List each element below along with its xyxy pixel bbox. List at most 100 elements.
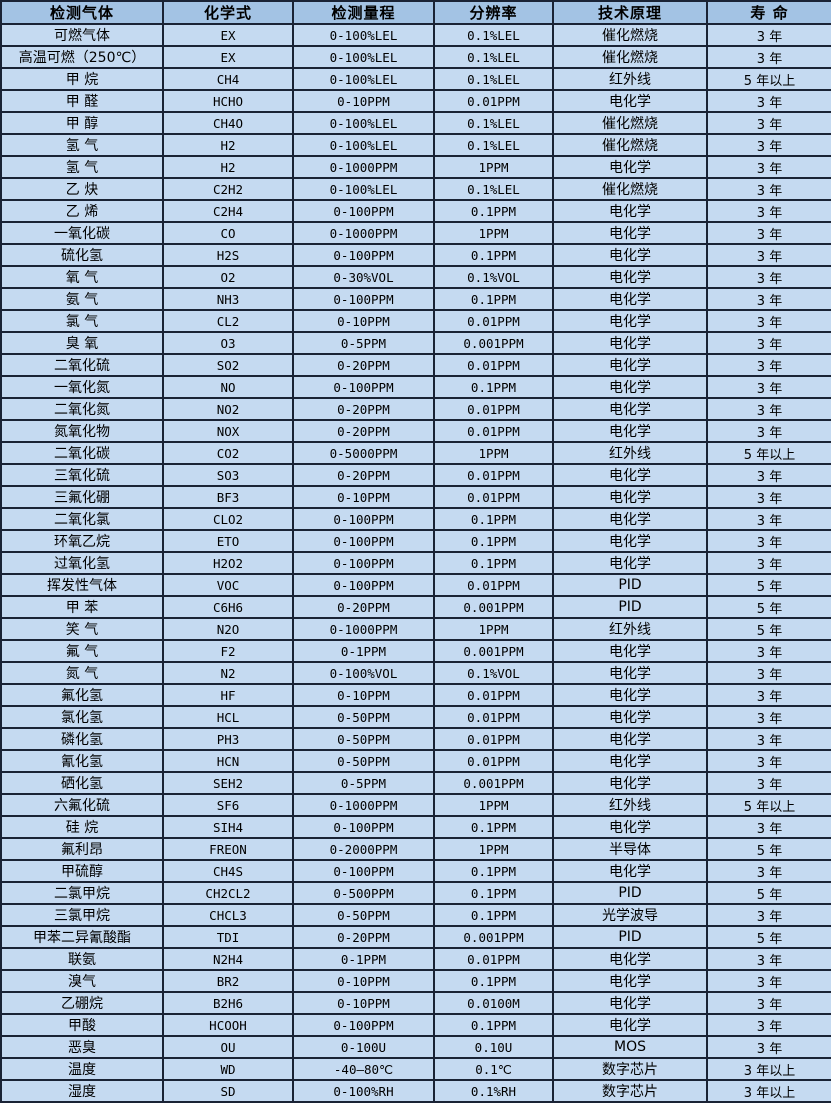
life-cell: 3 年	[706, 331, 831, 355]
gas-name-cell: 二氧化氮	[0, 397, 164, 421]
resolution-cell: 0.1%LEL	[433, 23, 554, 47]
resolution-cell: 1PPM	[433, 155, 554, 179]
life-cell: 3 年	[706, 375, 831, 399]
life-cell: 3 年	[706, 199, 831, 223]
table-row: 甲 苯 C6H6 0-20PPM 0.001PPM PID 5 年	[0, 595, 831, 619]
gas-name-cell: 可燃气体	[0, 23, 164, 47]
principle-cell: 电化学	[552, 639, 708, 663]
life-cell: 3 年	[706, 485, 831, 509]
range-cell: 0-20PPM	[292, 419, 435, 443]
range-cell: 0-1000PPM	[292, 221, 435, 245]
range-cell: 0-20PPM	[292, 925, 435, 949]
principle-cell: 催化燃烧	[552, 177, 708, 201]
formula-cell: SEH2	[162, 771, 294, 795]
gas-name-cell: 氟利昂	[0, 837, 164, 861]
principle-cell: 电化学	[552, 155, 708, 179]
gas-name-cell: 氢 气	[0, 155, 164, 179]
range-cell: 0-100PPM	[292, 573, 435, 597]
table-row: 乙 炔 C2H2 0-100%LEL 0.1%LEL 催化燃烧 3 年	[0, 177, 831, 201]
gas-name-cell: 环氧乙烷	[0, 529, 164, 553]
gas-name-cell: 二氧化硫	[0, 353, 164, 377]
gas-name-cell: 甲酸	[0, 1013, 164, 1037]
table-row: 挥发性气体 VOC 0-100PPM 0.01PPM PID 5 年	[0, 573, 831, 597]
resolution-cell: 1PPM	[433, 837, 554, 861]
principle-cell: 数字芯片	[552, 1079, 708, 1103]
table-row: 三氧化硫 SO3 0-20PPM 0.01PPM 电化学 3 年	[0, 463, 831, 487]
life-cell: 3 年	[706, 1013, 831, 1037]
formula-cell: C2H4	[162, 199, 294, 223]
principle-cell: 电化学	[552, 529, 708, 553]
table-row: 二氧化氯 CLO2 0-100PPM 0.1PPM 电化学 3 年	[0, 507, 831, 531]
range-cell: 0-100PPM	[292, 375, 435, 399]
range-cell: 0-100%VOL	[292, 661, 435, 685]
principle-cell: 红外线	[552, 617, 708, 641]
range-cell: 0-100PPM	[292, 199, 435, 223]
principle-cell: 红外线	[552, 793, 708, 817]
resolution-cell: 0.01PPM	[433, 463, 554, 487]
gas-name-cell: 磷化氢	[0, 727, 164, 751]
range-cell: 0-100PPM	[292, 287, 435, 311]
range-cell: 0-2000PPM	[292, 837, 435, 861]
table-row: 磷化氢 PH3 0-50PPM 0.01PPM 电化学 3 年	[0, 727, 831, 751]
gas-name-cell: 甲苯二异氰酸酯	[0, 925, 164, 949]
table-row: 溴气 BR2 0-10PPM 0.1PPM 电化学 3 年	[0, 969, 831, 993]
range-cell: 0-100%LEL	[292, 133, 435, 157]
header-range: 检测量程	[292, 0, 435, 25]
gas-name-cell: 硒化氢	[0, 771, 164, 795]
gas-name-cell: 湿度	[0, 1079, 164, 1103]
table-row: 二氧化碳 CO2 0-5000PPM 1PPM 红外线 5 年以上	[0, 441, 831, 465]
principle-cell: PID	[552, 925, 708, 949]
life-cell: 3 年	[706, 23, 831, 47]
formula-cell: EX	[162, 23, 294, 47]
header-formula: 化学式	[162, 0, 294, 25]
range-cell: 0-50PPM	[292, 903, 435, 927]
gas-name-cell: 硅 烷	[0, 815, 164, 839]
range-cell: 0-100PPM	[292, 1013, 435, 1037]
principle-cell: 催化燃烧	[552, 111, 708, 135]
range-cell: 0-10PPM	[292, 89, 435, 113]
gas-name-cell: 甲硫醇	[0, 859, 164, 883]
resolution-cell: 0.1PPM	[433, 881, 554, 905]
principle-cell: 电化学	[552, 309, 708, 333]
table-row: 环氧乙烷 ETO 0-100PPM 0.1PPM 电化学 3 年	[0, 529, 831, 553]
resolution-cell: 0.001PPM	[433, 595, 554, 619]
range-cell: 0-100PPM	[292, 529, 435, 553]
life-cell: 3 年	[706, 749, 831, 773]
resolution-cell: 0.1℃	[433, 1057, 554, 1081]
gas-name-cell: 乙 烯	[0, 199, 164, 223]
principle-cell: 数字芯片	[552, 1057, 708, 1081]
gas-name-cell: 氢 气	[0, 133, 164, 157]
gas-name-cell: 温度	[0, 1057, 164, 1081]
gas-name-cell: 恶臭	[0, 1035, 164, 1059]
formula-cell: CH4O	[162, 111, 294, 135]
table-row: 氟 气 F2 0-1PPM 0.001PPM 电化学 3 年	[0, 639, 831, 663]
table-row: 甲 烷 CH4 0-100%LEL 0.1%LEL 红外线 5 年以上	[0, 67, 831, 91]
gas-name-cell: 氟 气	[0, 639, 164, 663]
header-life: 寿 命	[706, 0, 831, 25]
table-row: 氰化氢 HCN 0-50PPM 0.01PPM 电化学 3 年	[0, 749, 831, 773]
resolution-cell: 0.1%LEL	[433, 111, 554, 135]
range-cell: 0-20PPM	[292, 463, 435, 487]
formula-cell: HCHO	[162, 89, 294, 113]
gas-name-cell: 一氧化碳	[0, 221, 164, 245]
life-cell: 3 年	[706, 903, 831, 927]
table-row: 湿度 SD 0-100%RH 0.1%RH 数字芯片 3 年以上	[0, 1079, 831, 1103]
range-cell: 0-100%LEL	[292, 111, 435, 135]
table-row: 硒化氢 SEH2 0-5PPM 0.001PPM 电化学 3 年	[0, 771, 831, 795]
life-cell: 3 年	[706, 287, 831, 311]
resolution-cell: 0.1PPM	[433, 529, 554, 553]
range-cell: 0-1000PPM	[292, 617, 435, 641]
formula-cell: BR2	[162, 969, 294, 993]
range-cell: 0-10PPM	[292, 969, 435, 993]
resolution-cell: 0.01PPM	[433, 947, 554, 971]
range-cell: 0-50PPM	[292, 749, 435, 773]
formula-cell: HCN	[162, 749, 294, 773]
formula-cell: BF3	[162, 485, 294, 509]
header-resolution: 分辨率	[433, 0, 554, 25]
range-cell: 0-10PPM	[292, 485, 435, 509]
formula-cell: CHCL3	[162, 903, 294, 927]
gas-name-cell: 三氟化硼	[0, 485, 164, 509]
table-row: 氟化氢 HF 0-10PPM 0.01PPM 电化学 3 年	[0, 683, 831, 707]
formula-cell: CL2	[162, 309, 294, 333]
